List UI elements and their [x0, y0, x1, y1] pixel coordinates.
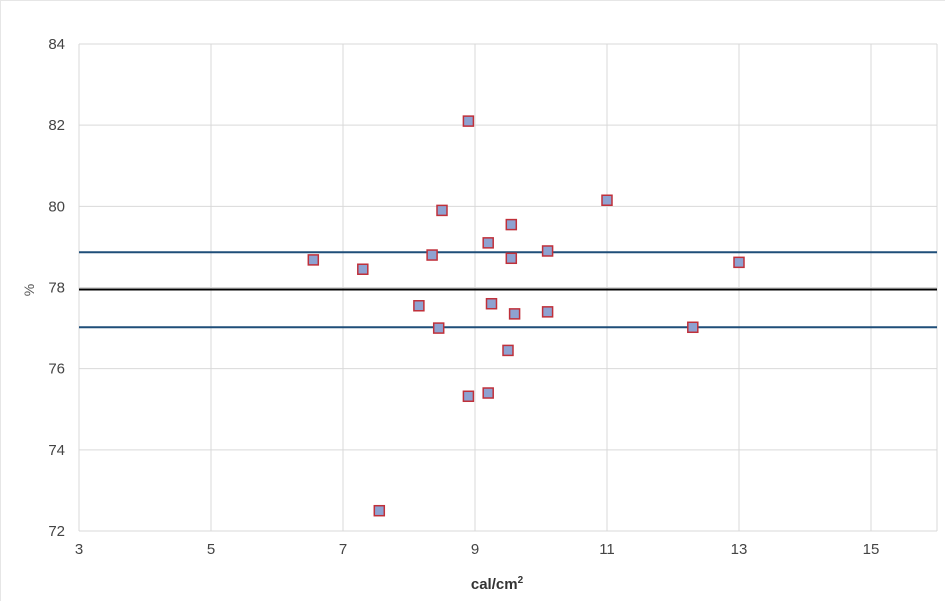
y-tick-label: 82	[48, 117, 65, 134]
data-point	[505, 218, 518, 231]
data-point	[541, 245, 554, 257]
y-tick-label: 76	[48, 361, 65, 378]
reference-lines	[79, 251, 937, 329]
data-point	[373, 504, 386, 517]
y-tick-label: 72	[48, 523, 65, 540]
y-tick-label: 80	[48, 198, 65, 215]
data-point	[357, 263, 369, 275]
data-point	[307, 254, 320, 266]
data-point	[482, 237, 494, 249]
data-point	[505, 252, 518, 265]
data-point	[482, 387, 494, 399]
x-tick-label: 7	[339, 541, 347, 558]
x-axis-label-superscript: 2	[518, 575, 524, 586]
x-tick-label: 3	[75, 541, 83, 558]
x-tick-label: 9	[471, 541, 479, 558]
frame-left-border	[0, 0, 1, 601]
data-point	[432, 322, 445, 334]
data-point	[436, 204, 448, 217]
x-axis-label-text: cal/cm	[471, 576, 518, 593]
y-axis-label: %	[21, 284, 37, 296]
y-tick-label: 74	[48, 442, 65, 459]
y-tick-label: 84	[48, 36, 65, 53]
x-axis-label: cal/cm2	[471, 575, 524, 593]
data-point	[601, 194, 613, 206]
data-point	[508, 308, 521, 320]
data-point	[687, 321, 699, 334]
y-tick-label: 78	[48, 280, 65, 297]
grid-lines	[78, 43, 938, 532]
data-point	[462, 390, 475, 403]
data-point	[426, 249, 438, 261]
x-tick-label: 13	[731, 541, 748, 558]
data-point	[502, 344, 514, 357]
data-point	[733, 256, 745, 269]
data-point	[485, 297, 498, 310]
x-tick-label: 5	[207, 541, 215, 558]
x-tick-label: 15	[863, 541, 880, 558]
x-tick-label: 11	[599, 541, 615, 558]
data-point	[413, 300, 425, 312]
data-point	[541, 306, 554, 318]
frame-top-border	[0, 0, 945, 1]
data-points	[307, 115, 745, 517]
data-point	[462, 115, 475, 127]
tick-labels: 3 5 7 9 11 13 15 72 74 76 78 80 82 84	[48, 36, 879, 558]
